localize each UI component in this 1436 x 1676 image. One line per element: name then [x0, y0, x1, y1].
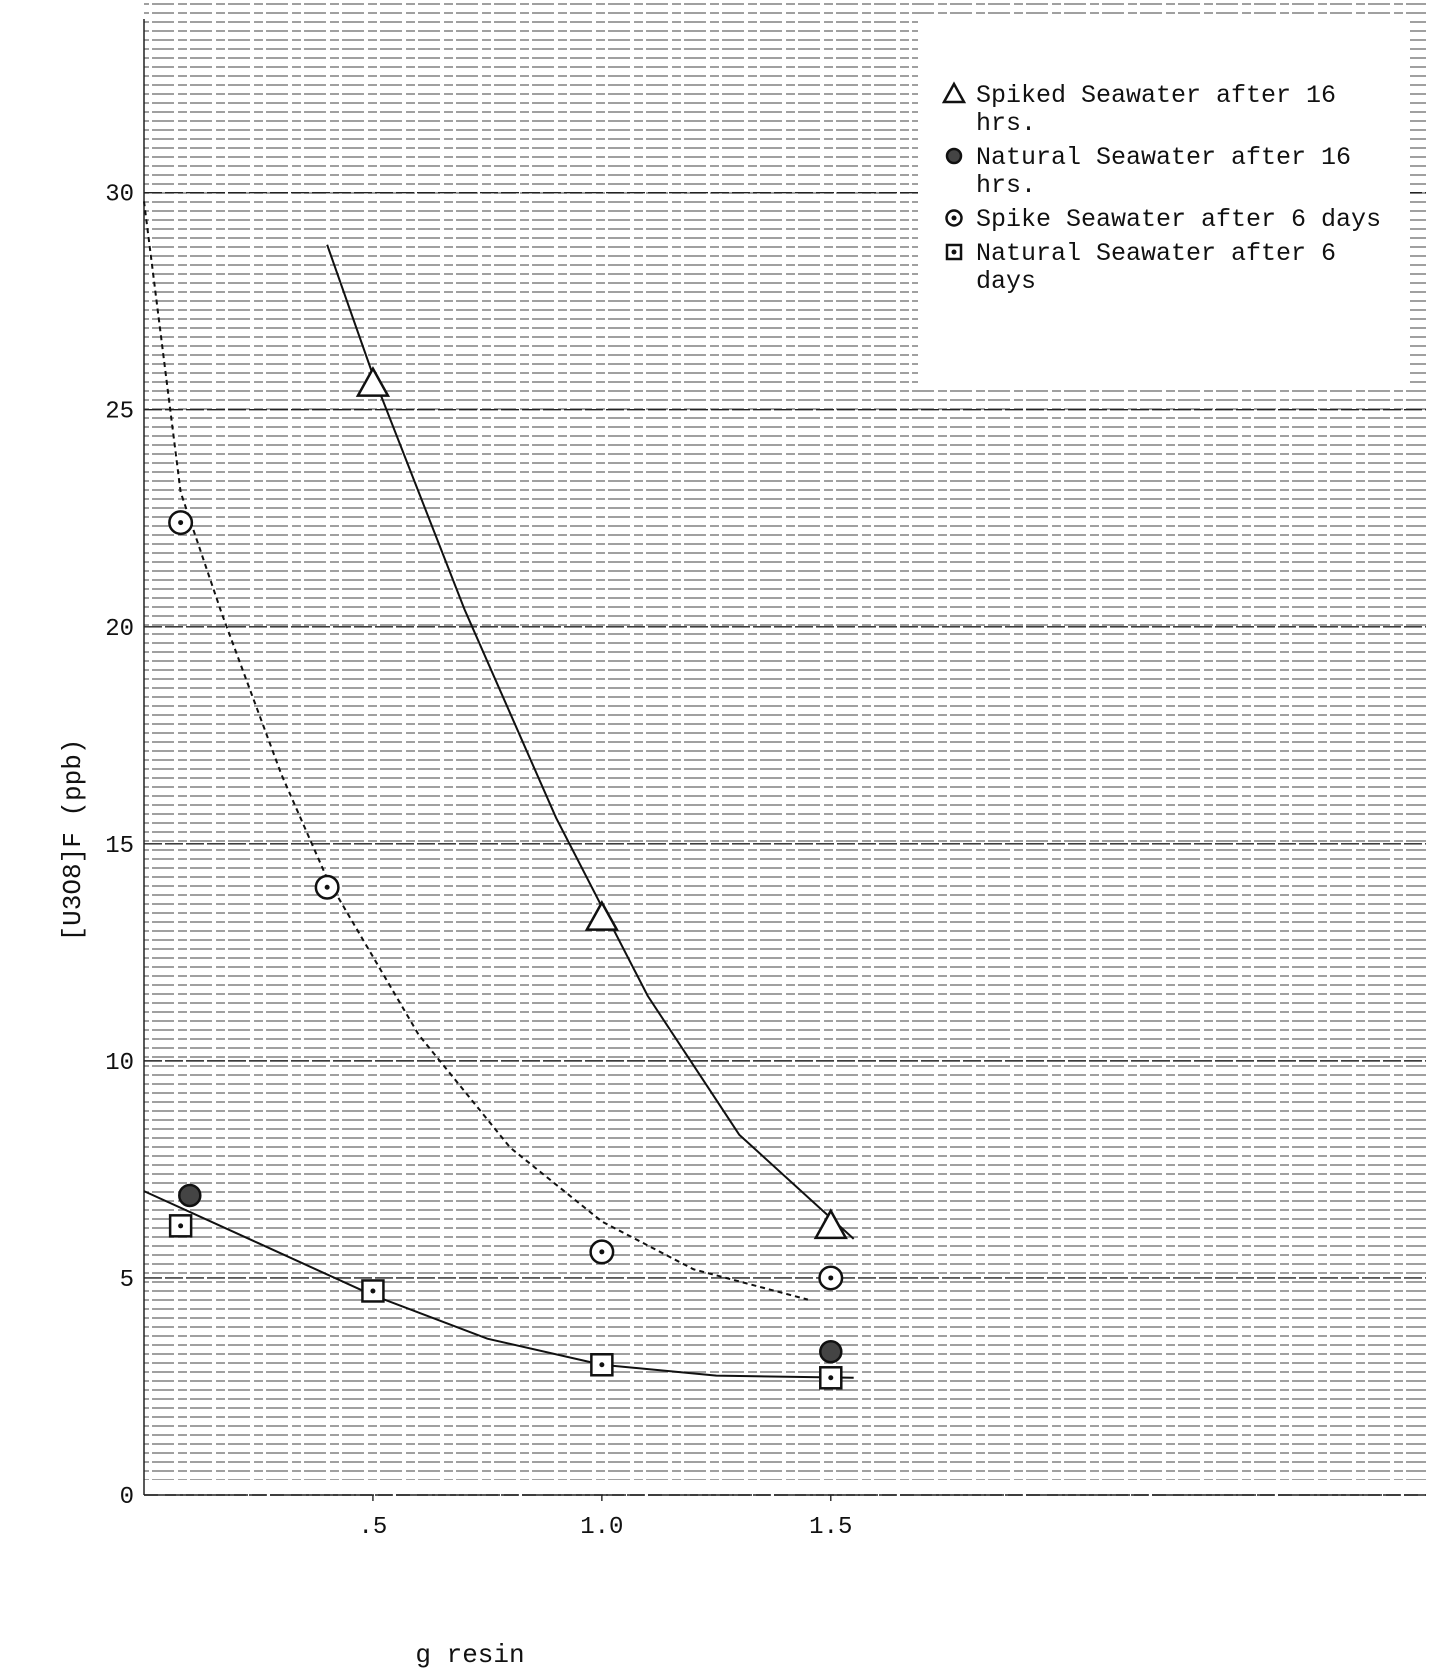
x-tick-label: .5 — [359, 1514, 388, 1541]
marker-dot — [324, 884, 330, 890]
marker-triangle — [355, 366, 391, 397]
marker-dot — [178, 520, 184, 526]
marker-dotted-square — [945, 243, 963, 261]
x-axis-label: g resin — [415, 1640, 524, 1670]
marker-dotted-square — [590, 1353, 614, 1377]
legend-label: Spiked Seawater after 16 hrs. — [976, 81, 1336, 138]
marker-dotted-circle — [945, 209, 963, 227]
marker-dot — [951, 215, 957, 221]
marker-dot — [828, 1375, 834, 1381]
y-axis-label: [U3O8]F (ppb) — [58, 739, 88, 942]
marker-dotted-circle — [818, 1265, 844, 1291]
marker-dotted-circle — [168, 510, 194, 536]
marker-dot — [178, 1223, 184, 1229]
marker-dotted-square — [361, 1279, 385, 1303]
marker-dotted-square — [168, 1214, 193, 1238]
marker-filled-circle — [178, 1183, 202, 1208]
fit-curve — [143, 1190, 854, 1379]
marker-dot — [951, 249, 957, 255]
legend-label: Spike Seawater after 6 days — [976, 205, 1381, 234]
marker-dot — [370, 1288, 376, 1294]
marker-dotted-circle — [314, 874, 340, 900]
y-tick-label: 5 — [120, 1267, 134, 1294]
legend-label: Natural Seawater after 6 days — [976, 239, 1336, 296]
y-tick-label: 15 — [105, 833, 134, 860]
marker-dotted-square — [819, 1366, 843, 1390]
x-tick-label: 1.0 — [580, 1514, 623, 1541]
x-tick-label: 1.5 — [809, 1514, 852, 1541]
marker-filled-circle — [945, 147, 963, 165]
marker-dotted-circle — [589, 1239, 615, 1265]
marker-dot — [828, 1275, 834, 1281]
y-tick-label: 10 — [105, 1050, 134, 1077]
legend-label: Natural Seawater after 16 hrs. — [976, 143, 1351, 200]
marker-triangle — [584, 900, 619, 931]
marker-filled-circle — [819, 1339, 843, 1364]
y-tick-label: 25 — [105, 399, 134, 426]
y-tick-label: 20 — [105, 616, 134, 643]
legend-box — [918, 20, 1410, 390]
marker-triangle — [813, 1208, 848, 1240]
marker-triangle — [941, 81, 967, 104]
marker-dot — [599, 1362, 605, 1368]
y-tick-label: 30 — [105, 182, 134, 209]
marker-dot — [599, 1249, 605, 1255]
y-tick-label: 0 — [120, 1484, 134, 1511]
